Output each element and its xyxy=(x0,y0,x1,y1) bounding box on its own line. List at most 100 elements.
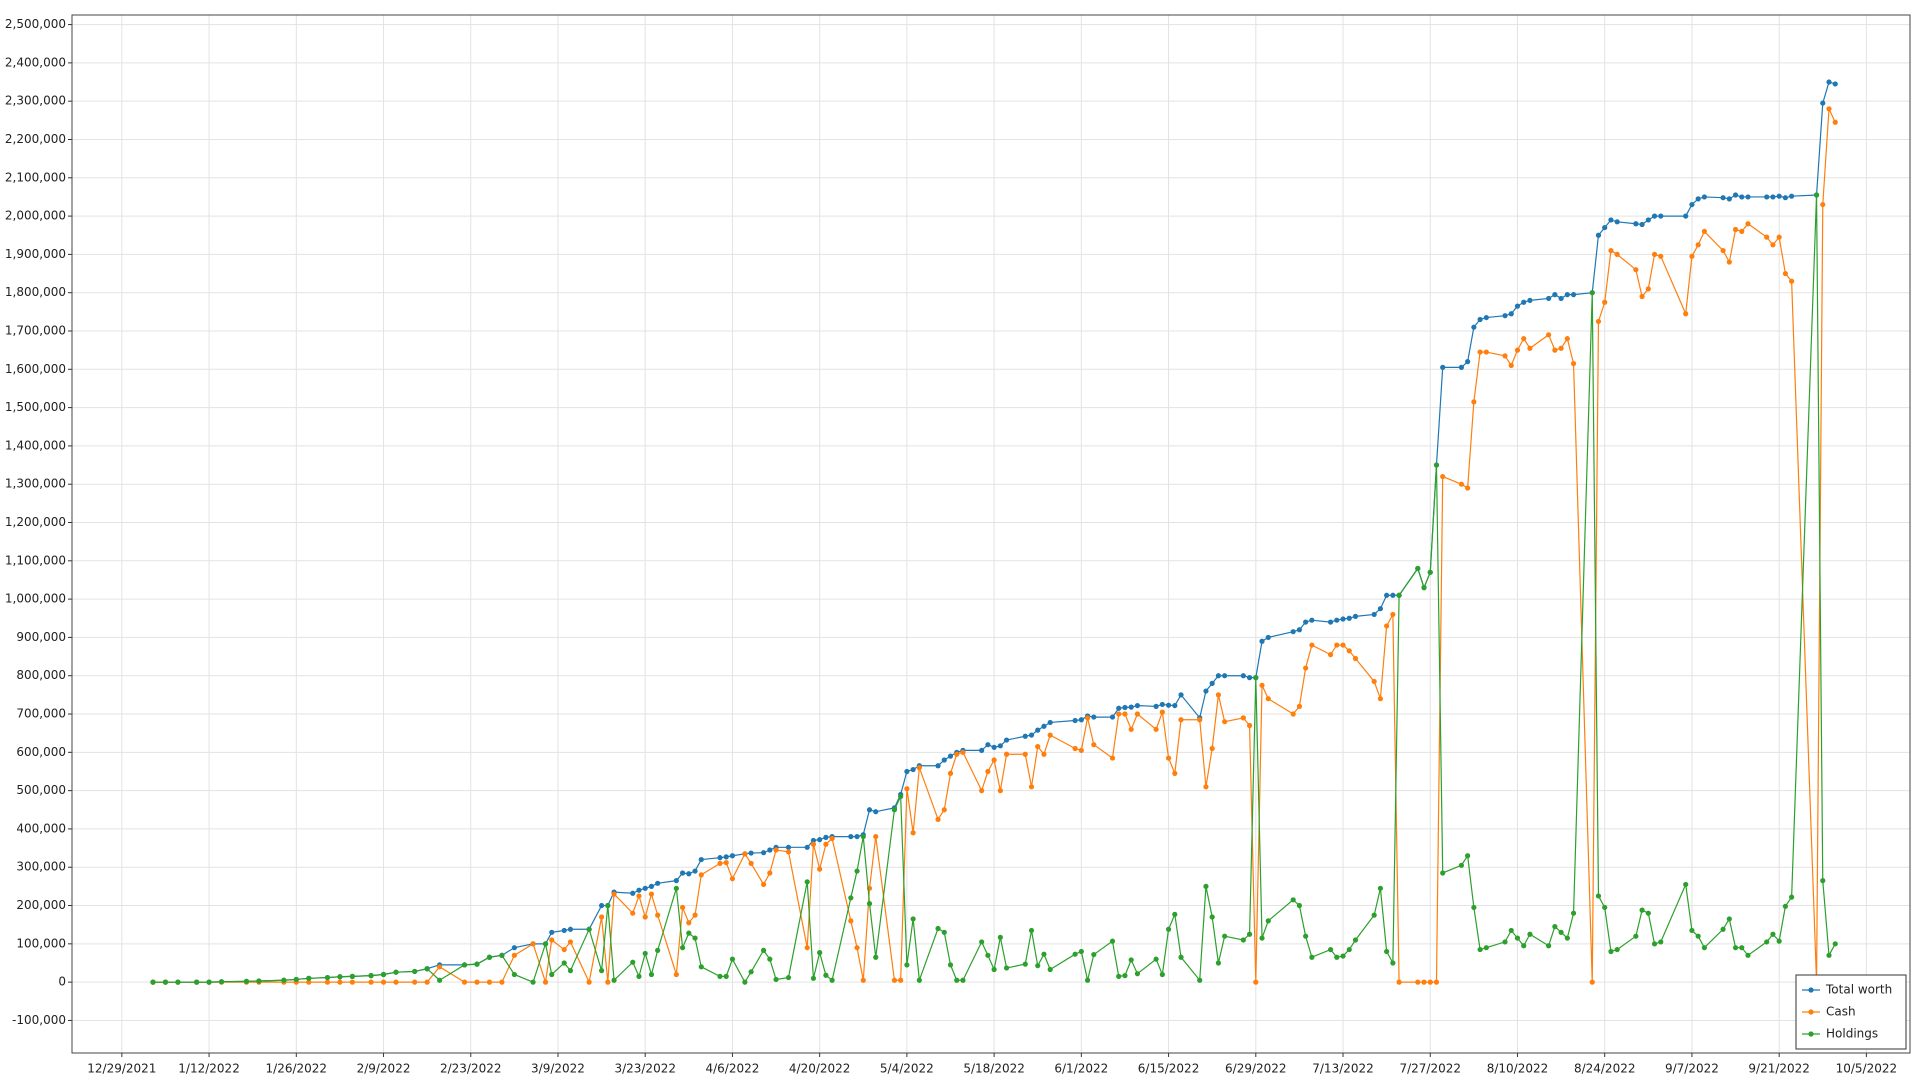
data-point xyxy=(947,962,954,968)
data-point xyxy=(1078,948,1084,955)
x-tick-label: 7/27/2022 xyxy=(1399,1062,1461,1076)
data-point xyxy=(1116,711,1122,717)
data-point xyxy=(349,979,355,985)
data-point xyxy=(1265,634,1271,641)
data-point xyxy=(1701,945,1707,951)
x-tick-label: 5/18/2022 xyxy=(963,1062,1025,1076)
data-point xyxy=(1384,948,1390,955)
data-point xyxy=(904,786,910,792)
data-point xyxy=(1770,194,1776,200)
y-tick-label: 800,000 xyxy=(16,668,66,682)
data-point xyxy=(1471,904,1477,911)
x-tick-label: 10/5/2022 xyxy=(1836,1062,1898,1076)
data-point xyxy=(1371,678,1377,685)
data-point xyxy=(1028,732,1035,738)
data-point xyxy=(1197,717,1203,723)
data-point xyxy=(1483,314,1489,321)
data-point xyxy=(1764,194,1770,200)
data-point xyxy=(1253,675,1259,681)
data-point xyxy=(1745,952,1751,958)
x-tick-label: 9/21/2022 xyxy=(1748,1062,1810,1076)
data-point xyxy=(1427,979,1433,985)
data-point xyxy=(1764,234,1770,240)
data-point xyxy=(1645,217,1651,223)
data-point xyxy=(1645,286,1651,292)
data-point xyxy=(767,956,773,962)
data-point xyxy=(1458,364,1465,370)
data-point xyxy=(648,883,655,889)
data-point xyxy=(1776,938,1782,944)
data-point xyxy=(1390,611,1396,618)
x-tick-label: 3/9/2022 xyxy=(531,1062,585,1076)
data-point xyxy=(997,743,1003,749)
data-point xyxy=(717,973,723,979)
data-point xyxy=(717,860,723,867)
y-tick-label: 2,200,000 xyxy=(5,132,66,146)
data-point xyxy=(1483,349,1489,355)
y-tick-label: 200,000 xyxy=(16,898,66,912)
data-point xyxy=(474,961,480,967)
data-point xyxy=(1327,652,1334,658)
data-point xyxy=(337,974,343,980)
x-tick-label: 4/6/2022 xyxy=(705,1062,759,1076)
data-point xyxy=(1695,242,1701,248)
data-point xyxy=(866,901,873,907)
data-point xyxy=(324,974,331,981)
data-point xyxy=(1421,585,1427,591)
y-tick-label: 1,000,000 xyxy=(5,592,66,606)
data-point xyxy=(1253,979,1259,985)
data-point xyxy=(860,977,866,983)
data-point xyxy=(542,979,549,985)
data-point xyxy=(1552,924,1558,930)
data-point xyxy=(1720,247,1726,254)
x-tick-label: 12/29/2021 xyxy=(87,1062,156,1076)
data-point xyxy=(1265,918,1271,924)
data-point xyxy=(1159,971,1165,978)
y-tick-label: 1,200,000 xyxy=(5,515,66,529)
data-point xyxy=(854,833,860,840)
data-point xyxy=(1521,943,1527,949)
data-point xyxy=(1035,727,1041,733)
data-point xyxy=(960,977,966,983)
data-point xyxy=(723,973,729,979)
data-point xyxy=(293,976,299,983)
data-point xyxy=(692,935,698,941)
data-point xyxy=(511,945,517,951)
data-point xyxy=(1514,303,1521,309)
data-point xyxy=(1639,221,1645,228)
data-point xyxy=(742,851,748,857)
data-point xyxy=(873,809,879,815)
data-point xyxy=(1633,267,1639,273)
data-point xyxy=(605,979,611,985)
data-point xyxy=(1122,711,1128,717)
data-point xyxy=(1521,299,1527,305)
data-point xyxy=(1465,359,1471,365)
data-point xyxy=(281,977,287,983)
data-point xyxy=(1203,883,1209,889)
data-point xyxy=(1776,193,1782,199)
data-point xyxy=(1689,201,1695,208)
data-point xyxy=(1645,910,1651,916)
x-tick-label: 6/29/2022 xyxy=(1225,1062,1287,1076)
y-tick-label: 1,100,000 xyxy=(5,553,66,567)
data-point xyxy=(636,887,642,893)
data-point xyxy=(679,904,686,911)
data-point xyxy=(773,976,779,983)
data-point xyxy=(941,929,947,935)
data-point xyxy=(717,855,723,861)
data-point xyxy=(1390,592,1396,598)
data-point xyxy=(256,978,262,984)
data-point xyxy=(1776,234,1782,240)
data-point xyxy=(324,979,331,985)
data-point xyxy=(206,979,212,985)
data-point xyxy=(997,934,1003,940)
data-point xyxy=(1240,715,1246,721)
data-point xyxy=(1128,726,1134,732)
data-point xyxy=(630,890,636,896)
data-point xyxy=(1259,682,1265,688)
data-point xyxy=(1222,673,1228,679)
data-point xyxy=(1651,213,1658,219)
data-point xyxy=(1764,939,1770,945)
data-point xyxy=(1290,629,1296,635)
